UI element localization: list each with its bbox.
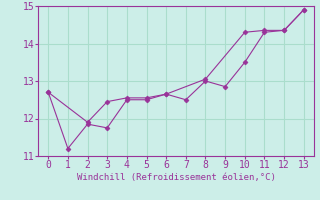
X-axis label: Windchill (Refroidissement éolien,°C): Windchill (Refroidissement éolien,°C) xyxy=(76,173,276,182)
